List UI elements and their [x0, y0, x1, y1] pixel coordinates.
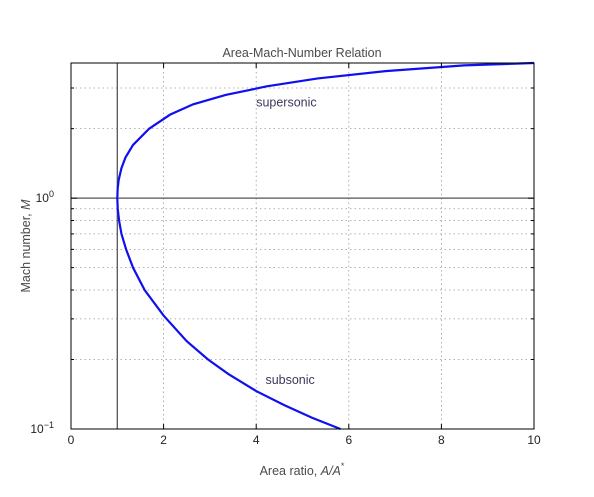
annotations: supersonic subsonic — [256, 95, 316, 386]
y-tick-label: 10−1 — [30, 420, 54, 436]
x-tick-label: 10 — [527, 433, 541, 447]
series-layer — [116, 61, 535, 431]
chart-title: Area-Mach-Number Relation — [222, 46, 381, 60]
annotation-subsonic: subsonic — [265, 373, 314, 387]
y-tick-label: 100 — [36, 189, 54, 205]
x-axis-label-math: A/A — [320, 464, 341, 478]
y-axis-label-math: M — [19, 199, 33, 210]
plot-frame — [70, 62, 535, 430]
x-axis-label-text: Area ratio, — [260, 464, 321, 478]
y-axis-label-text: Mach number, — [19, 210, 33, 293]
y-tick-label-base: 10 — [36, 191, 50, 205]
y-axis-label: Mach number, M — [19, 199, 33, 293]
series-line — [116, 61, 535, 431]
y-tick-label-base: 10 — [30, 422, 44, 436]
y-tick-label-exponent: 0 — [49, 189, 54, 199]
reference-lines — [71, 63, 534, 429]
x-axis-label: Area ratio, A/A* — [260, 461, 345, 478]
x-tick-label: 2 — [160, 433, 167, 447]
x-tick-label: 0 — [68, 433, 75, 447]
x-axis-label-sup: * — [341, 461, 345, 471]
x-tick-label: 8 — [438, 433, 445, 447]
x-tick-label: 6 — [345, 433, 352, 447]
grid — [71, 63, 534, 429]
x-tick-label: 4 — [253, 433, 260, 447]
y-tick-label-exponent: −1 — [44, 420, 54, 430]
annotation-supersonic: supersonic — [256, 95, 316, 109]
